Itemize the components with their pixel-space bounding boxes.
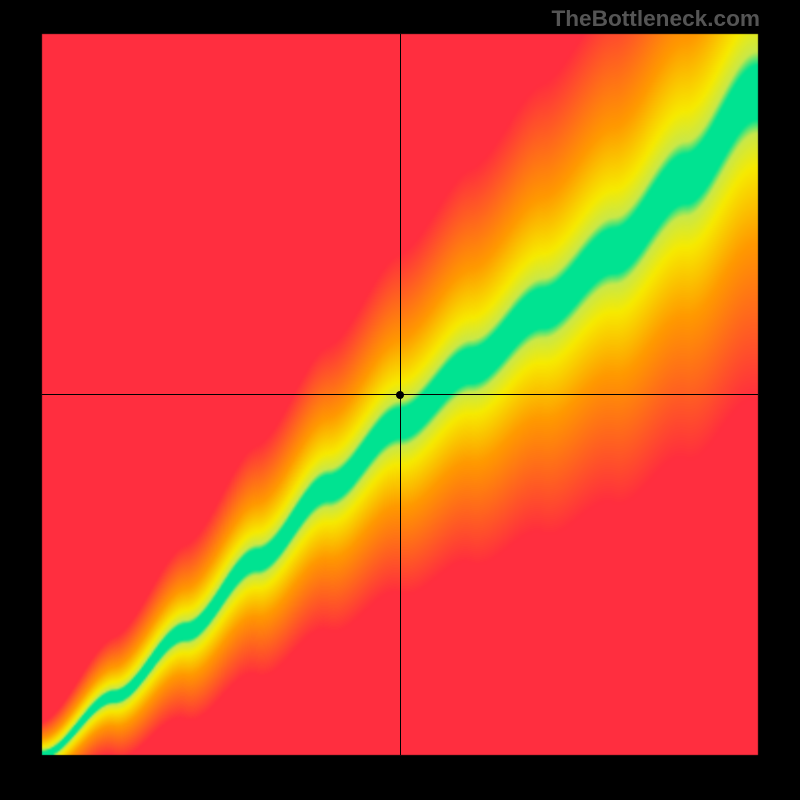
data-point-marker bbox=[396, 391, 404, 399]
watermark-text: TheBottleneck.com bbox=[551, 6, 760, 32]
